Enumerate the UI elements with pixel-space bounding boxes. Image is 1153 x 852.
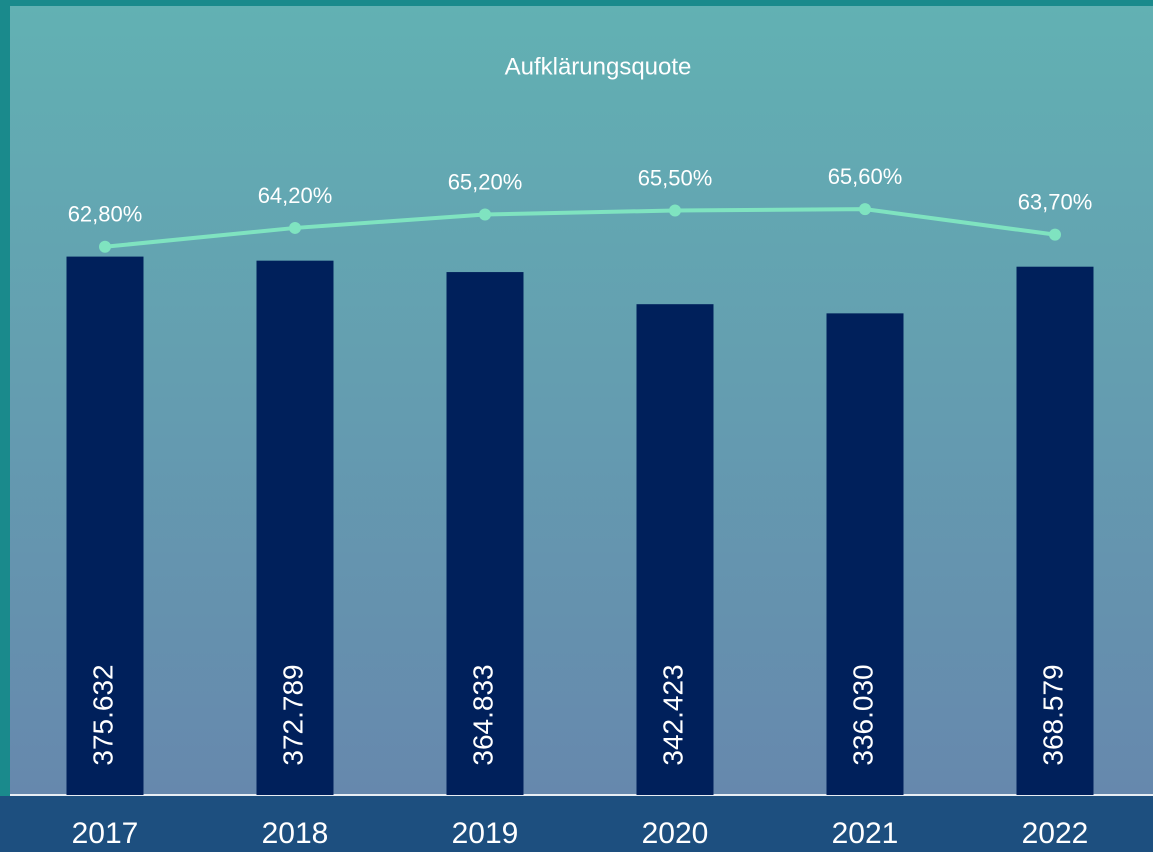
line-point xyxy=(479,208,491,221)
bar xyxy=(636,304,714,795)
x-tick-label: 2019 xyxy=(452,817,519,850)
line-value-label: 65,20% xyxy=(448,169,523,194)
chart-title: Aufklärungsquote xyxy=(505,53,692,80)
axis-band xyxy=(0,796,1153,852)
line-value-label: 65,50% xyxy=(638,165,713,190)
bar xyxy=(826,313,904,795)
x-tick-label: 2020 xyxy=(642,817,709,850)
x-tick-label: 2022 xyxy=(1022,817,1089,850)
line-point xyxy=(99,240,111,253)
bar-value-label: 342.423 xyxy=(657,664,688,765)
bar-value-label: 364.833 xyxy=(467,664,498,765)
x-tick-label: 2021 xyxy=(832,817,899,850)
plot-background xyxy=(10,6,1153,796)
line-value-label: 65,60% xyxy=(828,164,903,189)
bar-value-label: 336.030 xyxy=(847,664,878,765)
line-value-label: 63,70% xyxy=(1018,189,1093,214)
line-value-label: 62,80% xyxy=(68,202,143,227)
bar xyxy=(256,260,334,796)
bar xyxy=(66,256,144,796)
bar xyxy=(446,272,524,795)
line-point xyxy=(669,204,681,217)
x-tick-label: 2017 xyxy=(72,817,139,850)
line-point xyxy=(289,221,301,234)
bar-value-label: 368.579 xyxy=(1037,664,1068,765)
bar-value-label: 375.632 xyxy=(87,664,118,765)
bar xyxy=(1016,266,1094,795)
line-point xyxy=(1049,228,1061,241)
x-tick-label: 2018 xyxy=(262,817,329,850)
bar-value-label: 372.789 xyxy=(277,664,308,765)
line-point xyxy=(859,203,871,216)
line-value-label: 64,20% xyxy=(258,183,333,208)
line xyxy=(104,207,1056,249)
